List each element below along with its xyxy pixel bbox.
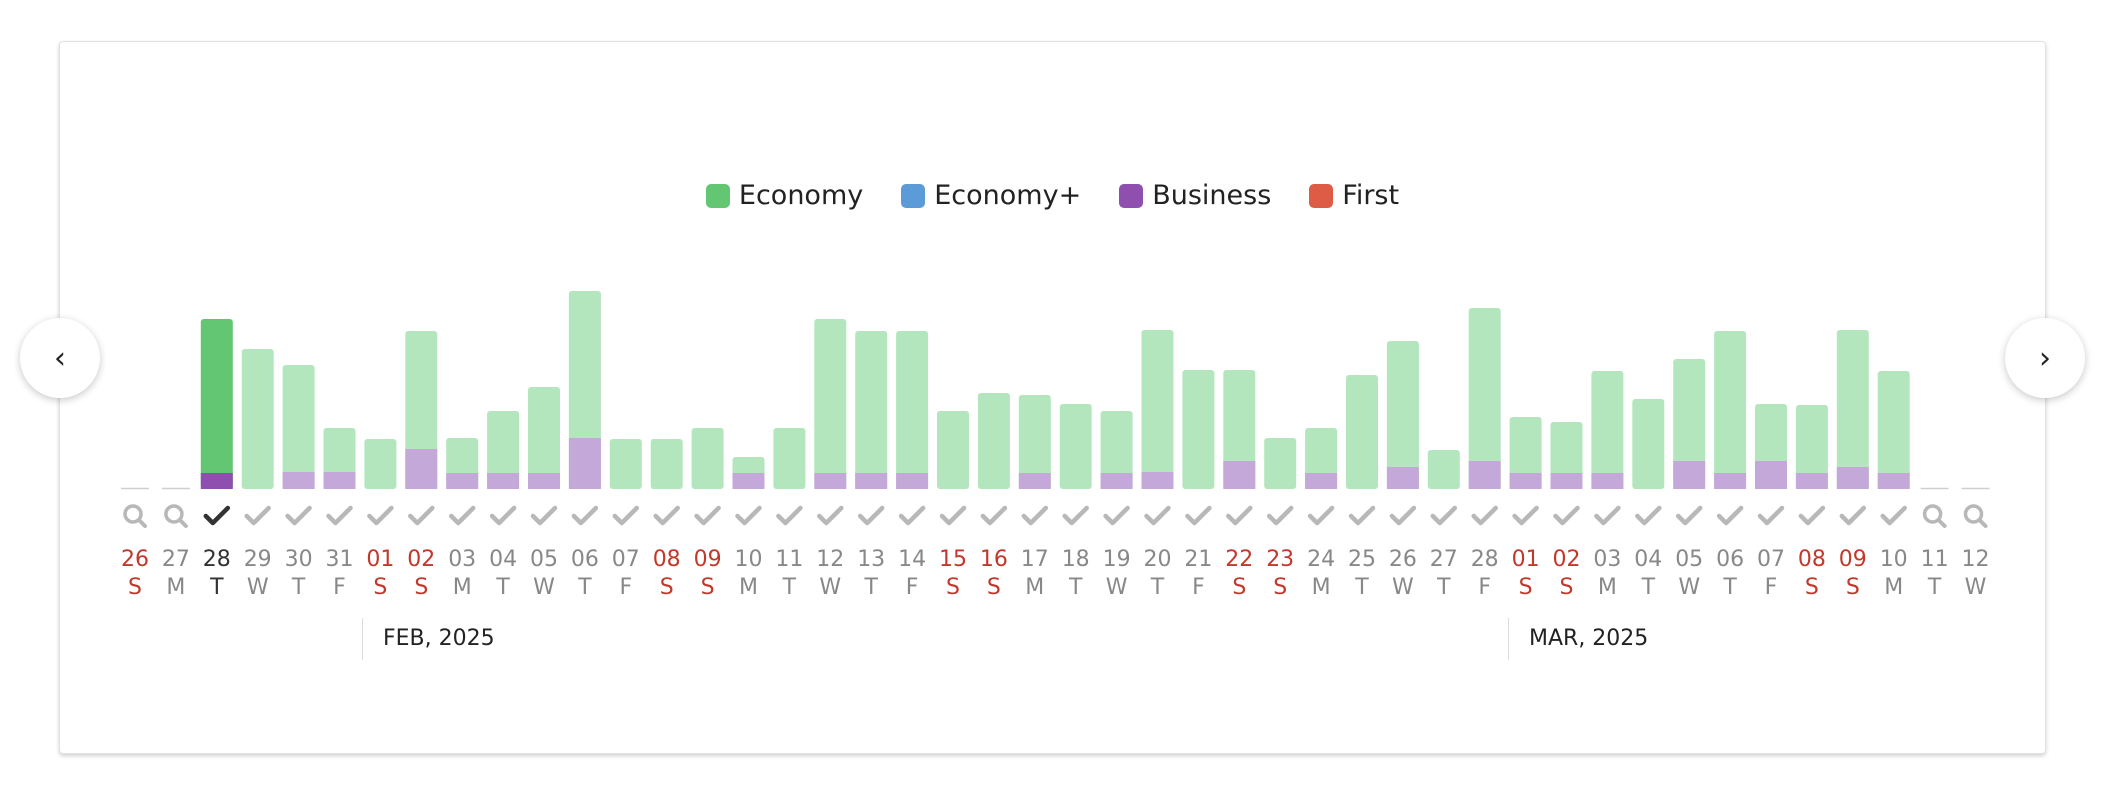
legend-item-economy[interactable]: Economy — [705, 180, 864, 211]
next-dates-button[interactable]: › — [2005, 318, 2085, 398]
legend-label-economy-plus: Economy+ — [934, 180, 1082, 211]
fare-calendar-card: Economy Economy+ Business First — [59, 41, 2046, 754]
chevron-right-icon: › — [2039, 340, 2051, 376]
legend-swatch-economy-plus — [901, 183, 926, 208]
month-divider-mar — [1508, 618, 1509, 660]
legend-item-business[interactable]: Business — [1119, 180, 1271, 211]
legend-item-first[interactable]: First — [1309, 180, 1399, 211]
legend-swatch-first — [1309, 183, 1334, 208]
legend-label-economy: Economy — [738, 180, 864, 211]
legend-label-first: First — [1342, 180, 1400, 211]
legend-swatch-economy — [705, 183, 730, 208]
chevron-left-icon: ‹ — [54, 340, 66, 376]
prev-dates-button[interactable]: ‹ — [20, 318, 100, 398]
month-label-feb: FEB, 2025 — [383, 626, 495, 651]
chart-legend: Economy Economy+ Business First — [60, 180, 2045, 211]
legend-label-business: Business — [1152, 180, 1272, 211]
month-label-mar: MAR, 2025 — [1529, 626, 1649, 651]
legend-item-economy-plus[interactable]: Economy+ — [901, 180, 1081, 211]
month-divider-feb — [362, 618, 363, 660]
legend-swatch-business — [1119, 183, 1144, 208]
